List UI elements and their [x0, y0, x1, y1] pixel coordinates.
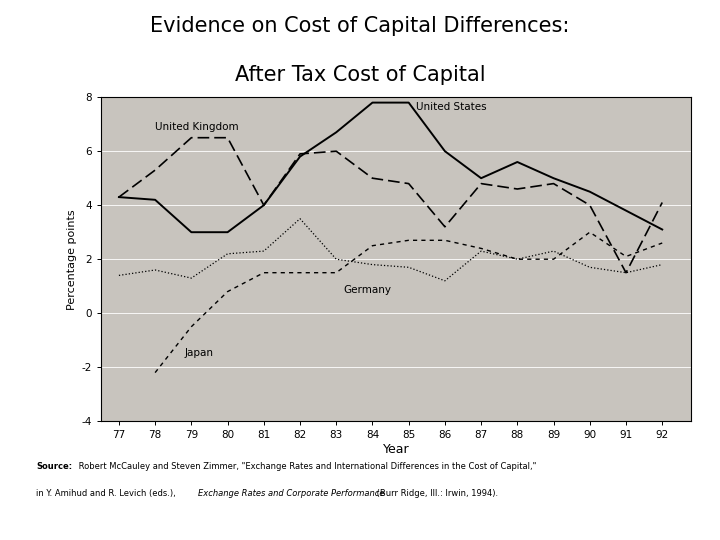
Text: in Y. Amihud and R. Levich (eds.),: in Y. Amihud and R. Levich (eds.), — [36, 489, 179, 498]
Text: Robert McCauley and Steven Zimmer, "Exchange Rates and International Differences: Robert McCauley and Steven Zimmer, "Exch… — [76, 462, 536, 471]
Y-axis label: Percentage points: Percentage points — [67, 209, 77, 309]
Text: Exchange Rates and Corporate Performance: Exchange Rates and Corporate Performance — [198, 489, 384, 498]
X-axis label: Year: Year — [383, 443, 409, 456]
Text: After Tax Cost of Capital: After Tax Cost of Capital — [235, 65, 485, 85]
Text: United States: United States — [416, 102, 487, 112]
Text: Germany: Germany — [343, 285, 392, 295]
Text: United Kingdom: United Kingdom — [155, 122, 239, 132]
Text: Source:: Source: — [36, 462, 72, 471]
Text: Japan: Japan — [184, 348, 213, 359]
Text: (Burr Ridge, Ill.: Irwin, 1994).: (Burr Ridge, Ill.: Irwin, 1994). — [374, 489, 498, 498]
Text: Evidence on Cost of Capital Differences:: Evidence on Cost of Capital Differences: — [150, 16, 570, 36]
